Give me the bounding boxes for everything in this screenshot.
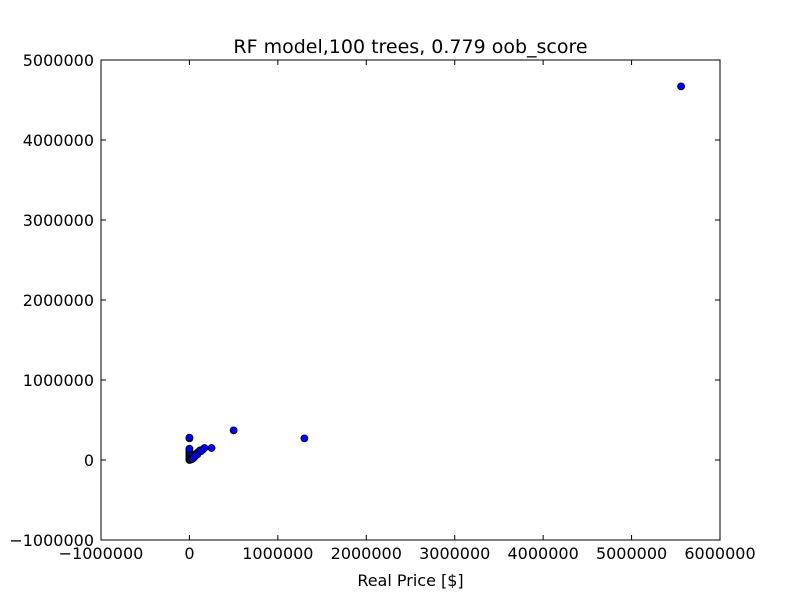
scatter-point: [677, 82, 685, 91]
x-tick-label: −1000000: [59, 544, 144, 563]
y-tick-label: 1000000: [23, 371, 94, 390]
x-tick-label: 0: [184, 544, 194, 563]
scatter-point: [229, 426, 238, 435]
y-tick-label: 0: [84, 451, 94, 470]
y-tick-label: 3000000: [23, 211, 94, 230]
chart-title: RF model,100 trees, 0.779 oob_score: [233, 36, 587, 58]
x-tick-label: 1000000: [242, 544, 313, 563]
y-tick-label: 4000000: [23, 131, 94, 150]
x-axis-ticks: −1000000 0 1000000 2000000 3000000 4000000 500…: [59, 60, 756, 563]
y-tick-label: 2000000: [23, 291, 94, 310]
scatter-point: [300, 434, 309, 443]
x-tick-label: 3000000: [419, 544, 490, 563]
scatter-point: [185, 433, 194, 442]
x-axis-title: Real Price [$]: [357, 571, 463, 590]
scatter-points: [185, 82, 685, 464]
scatter-point: [200, 444, 209, 452]
x-tick-label: 5000000: [596, 544, 667, 563]
plot-area-frame: [100, 59, 721, 541]
y-tick-label: −1000000: [9, 531, 94, 550]
y-tick-label: 5000000: [23, 51, 94, 70]
y-axis-ticks: −1000000 0 1000000 2000000 3000000 4000000 500…: [9, 51, 720, 550]
scatter-point: [185, 444, 194, 453]
x-tick-label: 6000000: [684, 544, 755, 563]
x-tick-label: 2000000: [331, 544, 402, 563]
x-tick-label: 4000000: [508, 544, 579, 563]
scatter-point: [189, 453, 198, 462]
scatter-point: [207, 444, 216, 452]
